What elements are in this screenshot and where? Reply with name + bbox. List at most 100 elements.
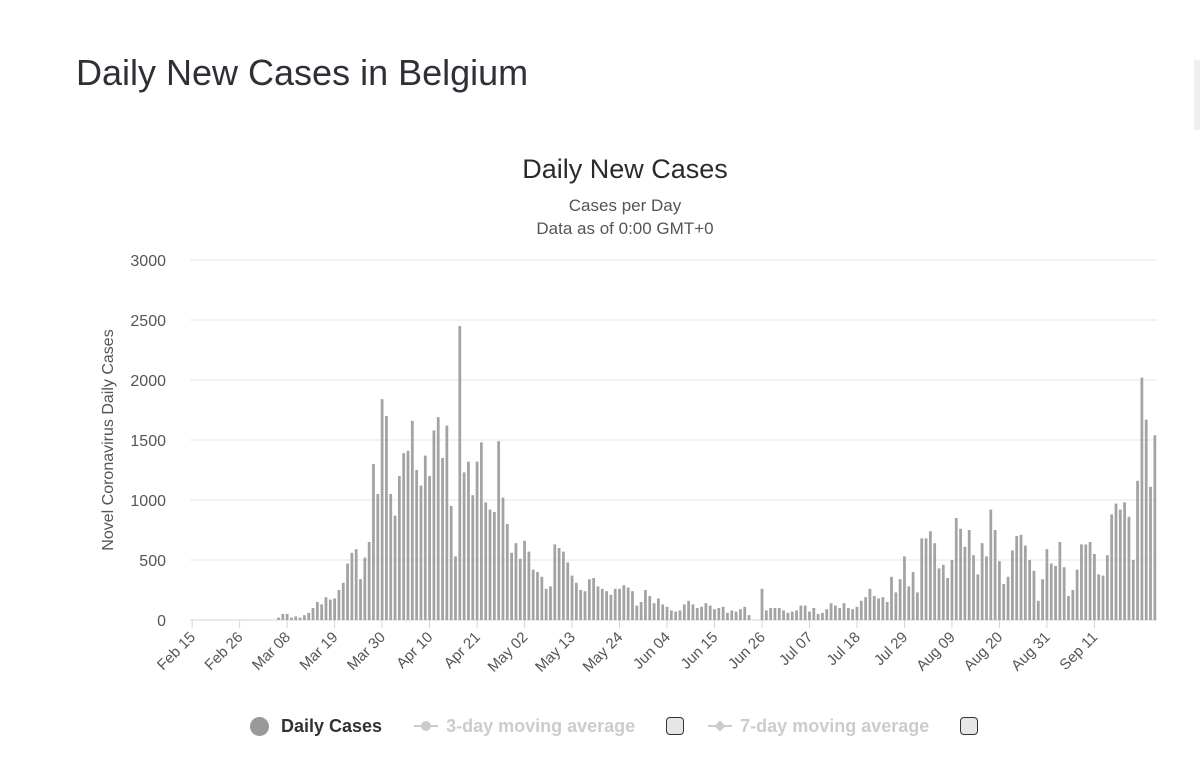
bar[interactable] (600, 588, 604, 620)
bar[interactable] (376, 494, 380, 620)
bar[interactable] (1036, 600, 1040, 620)
bar[interactable] (946, 578, 950, 620)
legend-item-daily-cases[interactable]: Daily Cases (250, 716, 382, 737)
bar[interactable] (1058, 542, 1062, 620)
bar[interactable] (1006, 576, 1010, 620)
bar[interactable] (669, 610, 673, 620)
bar[interactable] (1118, 509, 1122, 620)
bar[interactable] (471, 495, 475, 620)
bar[interactable] (501, 497, 505, 620)
bar[interactable] (497, 441, 501, 620)
bar[interactable] (657, 598, 660, 620)
bar[interactable] (903, 556, 906, 620)
bar[interactable] (838, 608, 842, 620)
bar[interactable] (795, 610, 798, 620)
bar[interactable] (743, 606, 747, 620)
bar[interactable] (337, 590, 341, 620)
bar[interactable] (851, 609, 855, 620)
bar[interactable] (1123, 502, 1127, 620)
bar[interactable] (721, 606, 725, 620)
bar[interactable] (592, 578, 596, 620)
bar[interactable] (859, 600, 863, 620)
bar[interactable] (898, 579, 902, 620)
bar[interactable] (950, 560, 954, 620)
bar[interactable] (333, 598, 336, 620)
bar[interactable] (1127, 516, 1131, 620)
bar[interactable] (1110, 514, 1114, 620)
bar[interactable] (691, 604, 695, 620)
bar[interactable] (281, 614, 285, 620)
bar[interactable] (808, 611, 811, 620)
bar[interactable] (678, 610, 682, 620)
bar[interactable] (764, 610, 768, 620)
bar[interactable] (298, 617, 302, 620)
bar[interactable] (976, 574, 980, 620)
bar[interactable] (557, 548, 561, 620)
bar[interactable] (846, 608, 850, 620)
bar[interactable] (570, 575, 574, 620)
bar[interactable] (285, 614, 289, 620)
bar[interactable] (367, 542, 371, 620)
bar[interactable] (393, 515, 397, 620)
bar[interactable] (674, 611, 678, 620)
bar[interactable] (695, 608, 699, 620)
bar[interactable] (1011, 550, 1014, 620)
bar[interactable] (1144, 419, 1148, 620)
bar[interactable] (635, 605, 639, 620)
bar[interactable] (933, 543, 937, 620)
bar[interactable] (799, 605, 803, 620)
bar[interactable] (303, 615, 306, 620)
bar[interactable] (505, 524, 509, 620)
bar[interactable] (480, 442, 483, 620)
bar[interactable] (631, 591, 634, 620)
bar[interactable] (484, 502, 488, 620)
bar[interactable] (885, 602, 889, 620)
bar[interactable] (1080, 544, 1083, 620)
bar[interactable] (549, 586, 552, 620)
bar[interactable] (462, 472, 466, 620)
bar[interactable] (441, 458, 444, 620)
bar[interactable] (980, 543, 984, 620)
bar[interactable] (1032, 570, 1036, 620)
bar[interactable] (1071, 590, 1075, 620)
bar[interactable] (855, 606, 859, 620)
bar[interactable] (1097, 574, 1101, 620)
bar[interactable] (385, 416, 388, 620)
bar[interactable] (760, 588, 764, 620)
bar[interactable] (920, 538, 924, 620)
bar[interactable] (372, 464, 375, 620)
bar[interactable] (704, 603, 708, 620)
bar[interactable] (277, 617, 280, 620)
bar[interactable] (432, 430, 436, 620)
bar[interactable] (1019, 534, 1023, 620)
bar[interactable] (941, 564, 945, 620)
bar[interactable] (523, 540, 526, 620)
bar[interactable] (985, 556, 988, 620)
bar[interactable] (1101, 575, 1105, 620)
bar[interactable] (397, 476, 401, 620)
bar[interactable] (540, 576, 544, 620)
bar[interactable] (320, 604, 324, 620)
bar[interactable] (1041, 579, 1044, 620)
bar[interactable] (354, 549, 358, 620)
bar[interactable] (346, 563, 349, 620)
bar[interactable] (536, 572, 539, 620)
bar[interactable] (682, 604, 686, 620)
bar[interactable] (350, 552, 354, 620)
bar[interactable] (341, 582, 345, 620)
bar[interactable] (652, 603, 656, 620)
bar[interactable] (1049, 563, 1053, 620)
bar[interactable] (816, 614, 820, 620)
bar[interactable] (510, 552, 513, 620)
bar[interactable] (1054, 566, 1057, 620)
bar[interactable] (717, 608, 721, 620)
bar[interactable] (644, 590, 647, 620)
bar[interactable] (687, 600, 690, 620)
bar[interactable] (622, 585, 626, 620)
bar[interactable] (700, 606, 703, 620)
bar[interactable] (380, 399, 384, 620)
bar[interactable] (803, 605, 807, 620)
bar[interactable] (359, 579, 362, 620)
bar[interactable] (406, 450, 410, 620)
bar[interactable] (661, 604, 665, 620)
